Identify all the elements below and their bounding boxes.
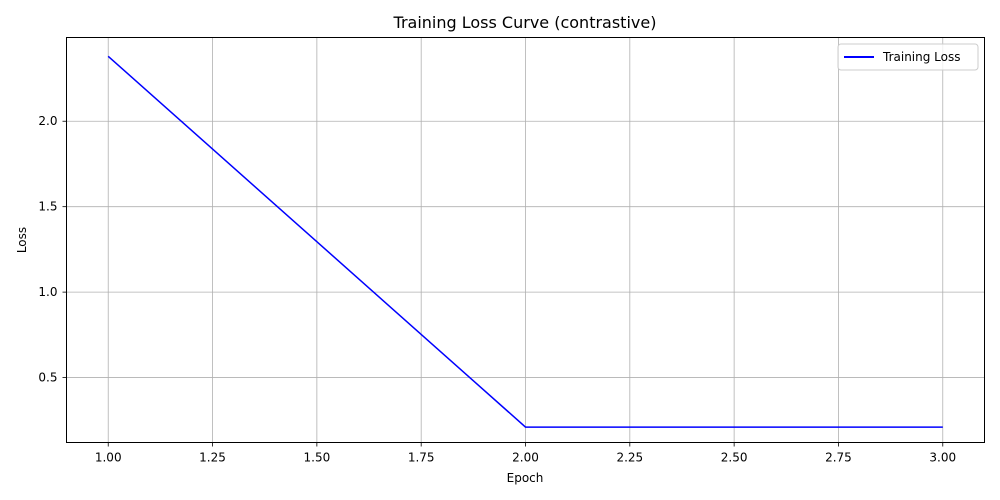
training-loss-line <box>107 55 943 428</box>
x-tick-label: 1.75 <box>408 451 435 465</box>
x-tick-label: 2.75 <box>825 451 852 465</box>
y-axis-ticks: 0.5 1.0 1.5 2.0 <box>38 114 67 385</box>
x-axis-ticks: 1.00 1.25 1.50 1.75 2.00 2.25 2.50 2.75 3.00 <box>95 442 956 465</box>
x-tick-label: 3.00 <box>929 451 956 465</box>
y-tick-label: 1.0 <box>38 285 57 299</box>
legend: Training Loss <box>837 43 979 71</box>
y-tick-label: 1.5 <box>38 200 57 214</box>
y-tick-label: 2.0 <box>38 114 57 128</box>
y-tick-label: 0.5 <box>38 371 57 385</box>
series-group <box>107 55 943 428</box>
legend-box <box>837 43 979 71</box>
x-tick-label: 2.50 <box>721 451 748 465</box>
x-tick-label: 1.25 <box>199 451 226 465</box>
grid <box>66 37 985 443</box>
x-axis-label: Epoch <box>507 471 544 485</box>
x-tick-label: 1.50 <box>304 451 331 465</box>
x-tick-label: 2.00 <box>512 451 539 465</box>
y-axis-label: Loss <box>15 227 29 253</box>
x-tick-label: 1.00 <box>95 451 122 465</box>
chart-title: Training Loss Curve (contrastive) <box>393 13 657 32</box>
x-tick-label: 2.25 <box>616 451 643 465</box>
legend-label: Training Loss <box>882 50 960 64</box>
